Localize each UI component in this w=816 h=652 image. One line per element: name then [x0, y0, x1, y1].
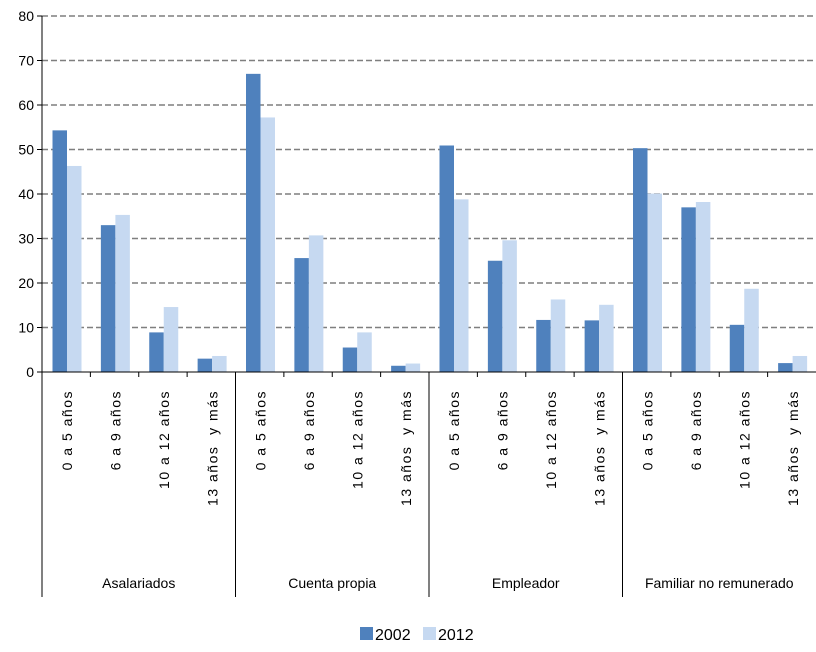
y-tick-label: 50	[18, 142, 34, 158]
bar-2002	[342, 347, 358, 372]
group-label: Asalariados	[102, 575, 175, 591]
x-category-label: 10 a 12 años	[543, 390, 559, 489]
bar-2012	[695, 202, 711, 372]
bar-2012	[357, 332, 372, 372]
bar-2012	[308, 235, 324, 372]
x-category-label: 6 a 9 años	[495, 390, 511, 470]
bar-2002	[633, 148, 648, 372]
bar-2002	[294, 258, 309, 372]
bar-2002	[52, 130, 67, 372]
bar-2012	[260, 117, 275, 373]
bar-2012	[454, 199, 469, 372]
bar-2002	[778, 363, 793, 372]
x-category-label: 10 a 12 años	[349, 390, 365, 489]
x-category-label: 6 a 9 años	[301, 390, 317, 470]
x-category-labels: 0 a 5 años 6 a 9 años 10 a 12 años 13 años …	[59, 390, 801, 506]
x-category-label: 6 a 9 años	[108, 390, 124, 470]
x-category-label: 13 años y más	[785, 390, 801, 506]
x-category-label: 13 años y más	[591, 390, 607, 506]
bar-2012	[405, 363, 421, 372]
bar-2002	[100, 225, 116, 372]
group-label: Familiar no remunerado	[645, 575, 794, 591]
grid-lines	[42, 15, 816, 329]
y-tick-label: 40	[18, 186, 34, 202]
x-category-label: 10 a 12 años	[156, 390, 172, 489]
y-tick-label: 30	[18, 231, 34, 247]
bar-2012	[163, 307, 179, 372]
x-group-labels: Asalariados Cuenta propia Empleador Familia…	[102, 575, 794, 591]
bar-2012	[792, 355, 808, 372]
bar-2012	[212, 355, 227, 372]
bar-2012	[67, 165, 82, 372]
bar-2002	[391, 365, 406, 372]
y-tick-label: 70	[18, 53, 34, 69]
x-category-label: 13 años y más	[398, 390, 414, 506]
legend-swatch	[423, 627, 436, 640]
x-category-label: 13 años y más	[204, 390, 220, 506]
bar-2002	[439, 145, 454, 372]
bars	[52, 73, 808, 373]
x-category-label: 0 a 5 años	[253, 390, 269, 470]
bar-2012	[647, 193, 662, 372]
bar-2012	[599, 304, 614, 372]
bar-2002	[584, 320, 600, 372]
y-tick-label: 0	[26, 364, 34, 380]
x-category-label: 0 a 5 años	[640, 390, 656, 470]
bar-2012	[550, 299, 566, 372]
legend: 2002 2012	[360, 627, 474, 644]
y-tick-label: 80	[18, 8, 34, 24]
bar-2002	[729, 324, 745, 372]
legend-label: 2002	[375, 627, 411, 644]
bar-2002	[246, 73, 261, 372]
axes	[37, 15, 816, 597]
bar-2012	[115, 214, 130, 372]
legend-label: 2012	[438, 627, 474, 644]
x-category-label: 0 a 5 años	[59, 390, 75, 470]
x-category-label: 10 a 12 años	[736, 390, 752, 489]
bar-2012	[502, 240, 517, 372]
group-label: Cuenta propia	[288, 575, 376, 591]
group-label: Empleador	[492, 575, 560, 591]
y-tick-label: 20	[18, 275, 34, 291]
x-category-label: 0 a 5 años	[446, 390, 462, 470]
y-tick-label: 60	[18, 97, 34, 113]
x-category-label: 6 a 9 años	[688, 390, 704, 470]
bar-2002	[536, 319, 551, 372]
bar-2002	[487, 260, 503, 372]
bar-2002	[197, 358, 213, 372]
legend-swatch	[360, 627, 373, 640]
y-tick-labels: 0 10 20 30 40 50 60 70 80	[18, 8, 34, 380]
y-tick-label: 10	[18, 320, 34, 336]
bar-2012	[744, 288, 759, 372]
bar-2002	[681, 207, 696, 372]
bar-2002	[149, 332, 164, 372]
